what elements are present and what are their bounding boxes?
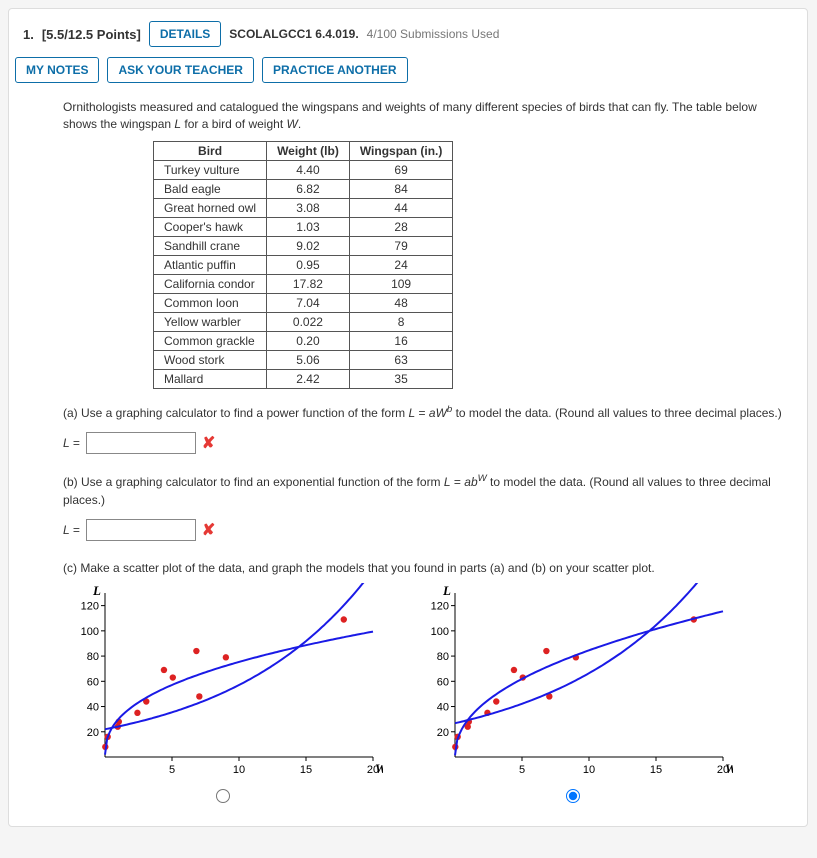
prompt-text: Ornithologists measured and catalogued t… (63, 99, 783, 133)
incorrect-icon: ✘ (202, 520, 215, 540)
svg-text:120: 120 (81, 600, 99, 612)
table-row: California condor17.82109 (154, 274, 453, 293)
svg-text:80: 80 (87, 651, 99, 663)
part-a-text: (a) Use a graphing calculator to find a … (63, 403, 783, 422)
svg-text:100: 100 (431, 625, 449, 637)
bird-data-table: BirdWeight (lb)Wingspan (in.) Turkey vul… (153, 141, 453, 389)
question-number: 1. (23, 27, 34, 42)
table-row: Great horned owl3.0844 (154, 198, 453, 217)
part-a-input[interactable] (86, 432, 196, 454)
svg-text:40: 40 (437, 701, 449, 713)
table-col-header: Wingspan (in.) (349, 141, 453, 160)
details-button[interactable]: DETAILS (149, 21, 221, 47)
incorrect-icon: ✘ (202, 433, 215, 453)
table-row: Cooper's hawk1.0328 (154, 217, 453, 236)
practice-another-button[interactable]: PRACTICE ANOTHER (262, 57, 408, 83)
table-row: Common grackle0.2016 (154, 331, 453, 350)
svg-text:5: 5 (169, 764, 175, 776)
svg-text:100: 100 (81, 625, 99, 637)
points-label: [5.5/12.5 Points] (42, 27, 141, 42)
svg-text:80: 80 (437, 651, 449, 663)
ask-teacher-button[interactable]: ASK YOUR TEACHER (107, 57, 253, 83)
my-notes-button[interactable]: MY NOTES (15, 57, 99, 83)
chart-left-radio[interactable] (216, 789, 230, 803)
svg-text:15: 15 (300, 764, 312, 776)
part-a-answer-row: L = ✘ (63, 432, 783, 454)
svg-text:60: 60 (87, 676, 99, 688)
svg-text:L: L (92, 583, 101, 598)
part-b-text: (b) Use a graphing calculator to find an… (63, 472, 783, 509)
table-col-header: Weight (lb) (267, 141, 350, 160)
part-b-input[interactable] (86, 519, 196, 541)
part-c-text: (c) Make a scatter plot of the data, and… (63, 559, 783, 577)
table-row: Sandhill crane9.0279 (154, 236, 453, 255)
svg-text:20: 20 (87, 726, 99, 738)
svg-text:W: W (375, 761, 383, 776)
svg-text:60: 60 (437, 676, 449, 688)
L-equals-label: L = (63, 436, 80, 450)
svg-text:15: 15 (650, 764, 662, 776)
table-row: Turkey vulture4.4069 (154, 160, 453, 179)
table-row: Mallard2.4235 (154, 369, 453, 388)
table-row: Yellow warbler0.0228 (154, 312, 453, 331)
svg-text:20: 20 (437, 726, 449, 738)
submissions-used: 4/100 Submissions Used (367, 27, 500, 41)
chart-right-radio[interactable] (566, 789, 580, 803)
svg-text:W: W (725, 761, 733, 776)
svg-text:40: 40 (87, 701, 99, 713)
action-buttons-row: MY NOTES ASK YOUR TEACHER PRACTICE ANOTH… (15, 57, 793, 83)
chart-option-left: L204060801001205101520W (63, 583, 383, 806)
table-row: Atlantic puffin0.9524 (154, 255, 453, 274)
question-body: Ornithologists measured and catalogued t… (23, 99, 793, 806)
table-row: Common loon7.0448 (154, 293, 453, 312)
svg-text:10: 10 (583, 764, 595, 776)
scatter-chart-right: L204060801001205101520W (413, 583, 733, 783)
svg-text:10: 10 (233, 764, 245, 776)
table-row: Wood stork5.0663 (154, 350, 453, 369)
svg-text:L: L (442, 583, 451, 598)
scatter-chart-left: L204060801001205101520W (63, 583, 383, 783)
table-col-header: Bird (154, 141, 267, 160)
svg-text:5: 5 (519, 764, 525, 776)
question-header: 1. [5.5/12.5 Points] DETAILS SCOLALGCC1 … (23, 21, 793, 47)
svg-text:120: 120 (431, 600, 449, 612)
part-b-answer-row: L = ✘ (63, 519, 783, 541)
source-code: SCOLALGCC1 6.4.019. (229, 27, 358, 41)
table-row: Bald eagle6.8284 (154, 179, 453, 198)
chart-option-right: L204060801001205101520W (413, 583, 733, 806)
scatter-charts-row: L204060801001205101520W L204060801001205… (63, 583, 783, 806)
L-equals-label: L = (63, 523, 80, 537)
question-card: 1. [5.5/12.5 Points] DETAILS SCOLALGCC1 … (8, 8, 808, 827)
